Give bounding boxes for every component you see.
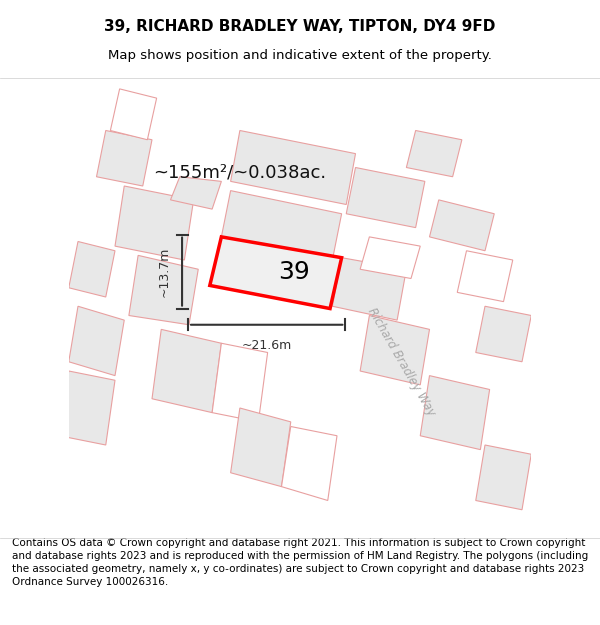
Polygon shape xyxy=(360,316,430,385)
Polygon shape xyxy=(69,306,124,376)
Polygon shape xyxy=(346,168,425,228)
Polygon shape xyxy=(406,131,462,177)
Polygon shape xyxy=(170,177,221,209)
Text: Richard Bradley Way: Richard Bradley Way xyxy=(365,305,438,418)
Text: Contains OS data © Crown copyright and database right 2021. This information is : Contains OS data © Crown copyright and d… xyxy=(12,538,588,587)
Text: ~155m²/~0.038ac.: ~155m²/~0.038ac. xyxy=(154,163,326,181)
Text: Map shows position and indicative extent of the property.: Map shows position and indicative extent… xyxy=(108,49,492,62)
Polygon shape xyxy=(332,258,406,320)
Polygon shape xyxy=(152,329,221,412)
Polygon shape xyxy=(69,241,115,297)
Polygon shape xyxy=(476,306,531,362)
Polygon shape xyxy=(110,89,157,140)
Polygon shape xyxy=(210,237,341,309)
Polygon shape xyxy=(430,200,494,251)
Polygon shape xyxy=(97,131,152,186)
Polygon shape xyxy=(420,376,490,449)
Text: 39, RICHARD BRADLEY WAY, TIPTON, DY4 9FD: 39, RICHARD BRADLEY WAY, TIPTON, DY4 9FD xyxy=(104,19,496,34)
Text: 39: 39 xyxy=(278,260,310,284)
Polygon shape xyxy=(457,251,513,302)
Polygon shape xyxy=(476,445,531,510)
Polygon shape xyxy=(230,408,291,487)
Text: ~21.6m: ~21.6m xyxy=(242,339,292,352)
Polygon shape xyxy=(59,75,309,538)
Polygon shape xyxy=(59,371,115,445)
Text: ~13.7m: ~13.7m xyxy=(157,246,170,297)
Polygon shape xyxy=(129,256,198,325)
Polygon shape xyxy=(281,426,337,501)
Polygon shape xyxy=(360,237,420,279)
Polygon shape xyxy=(129,75,379,538)
Polygon shape xyxy=(115,186,194,260)
Polygon shape xyxy=(230,131,355,204)
Polygon shape xyxy=(212,343,268,422)
Polygon shape xyxy=(221,191,341,260)
